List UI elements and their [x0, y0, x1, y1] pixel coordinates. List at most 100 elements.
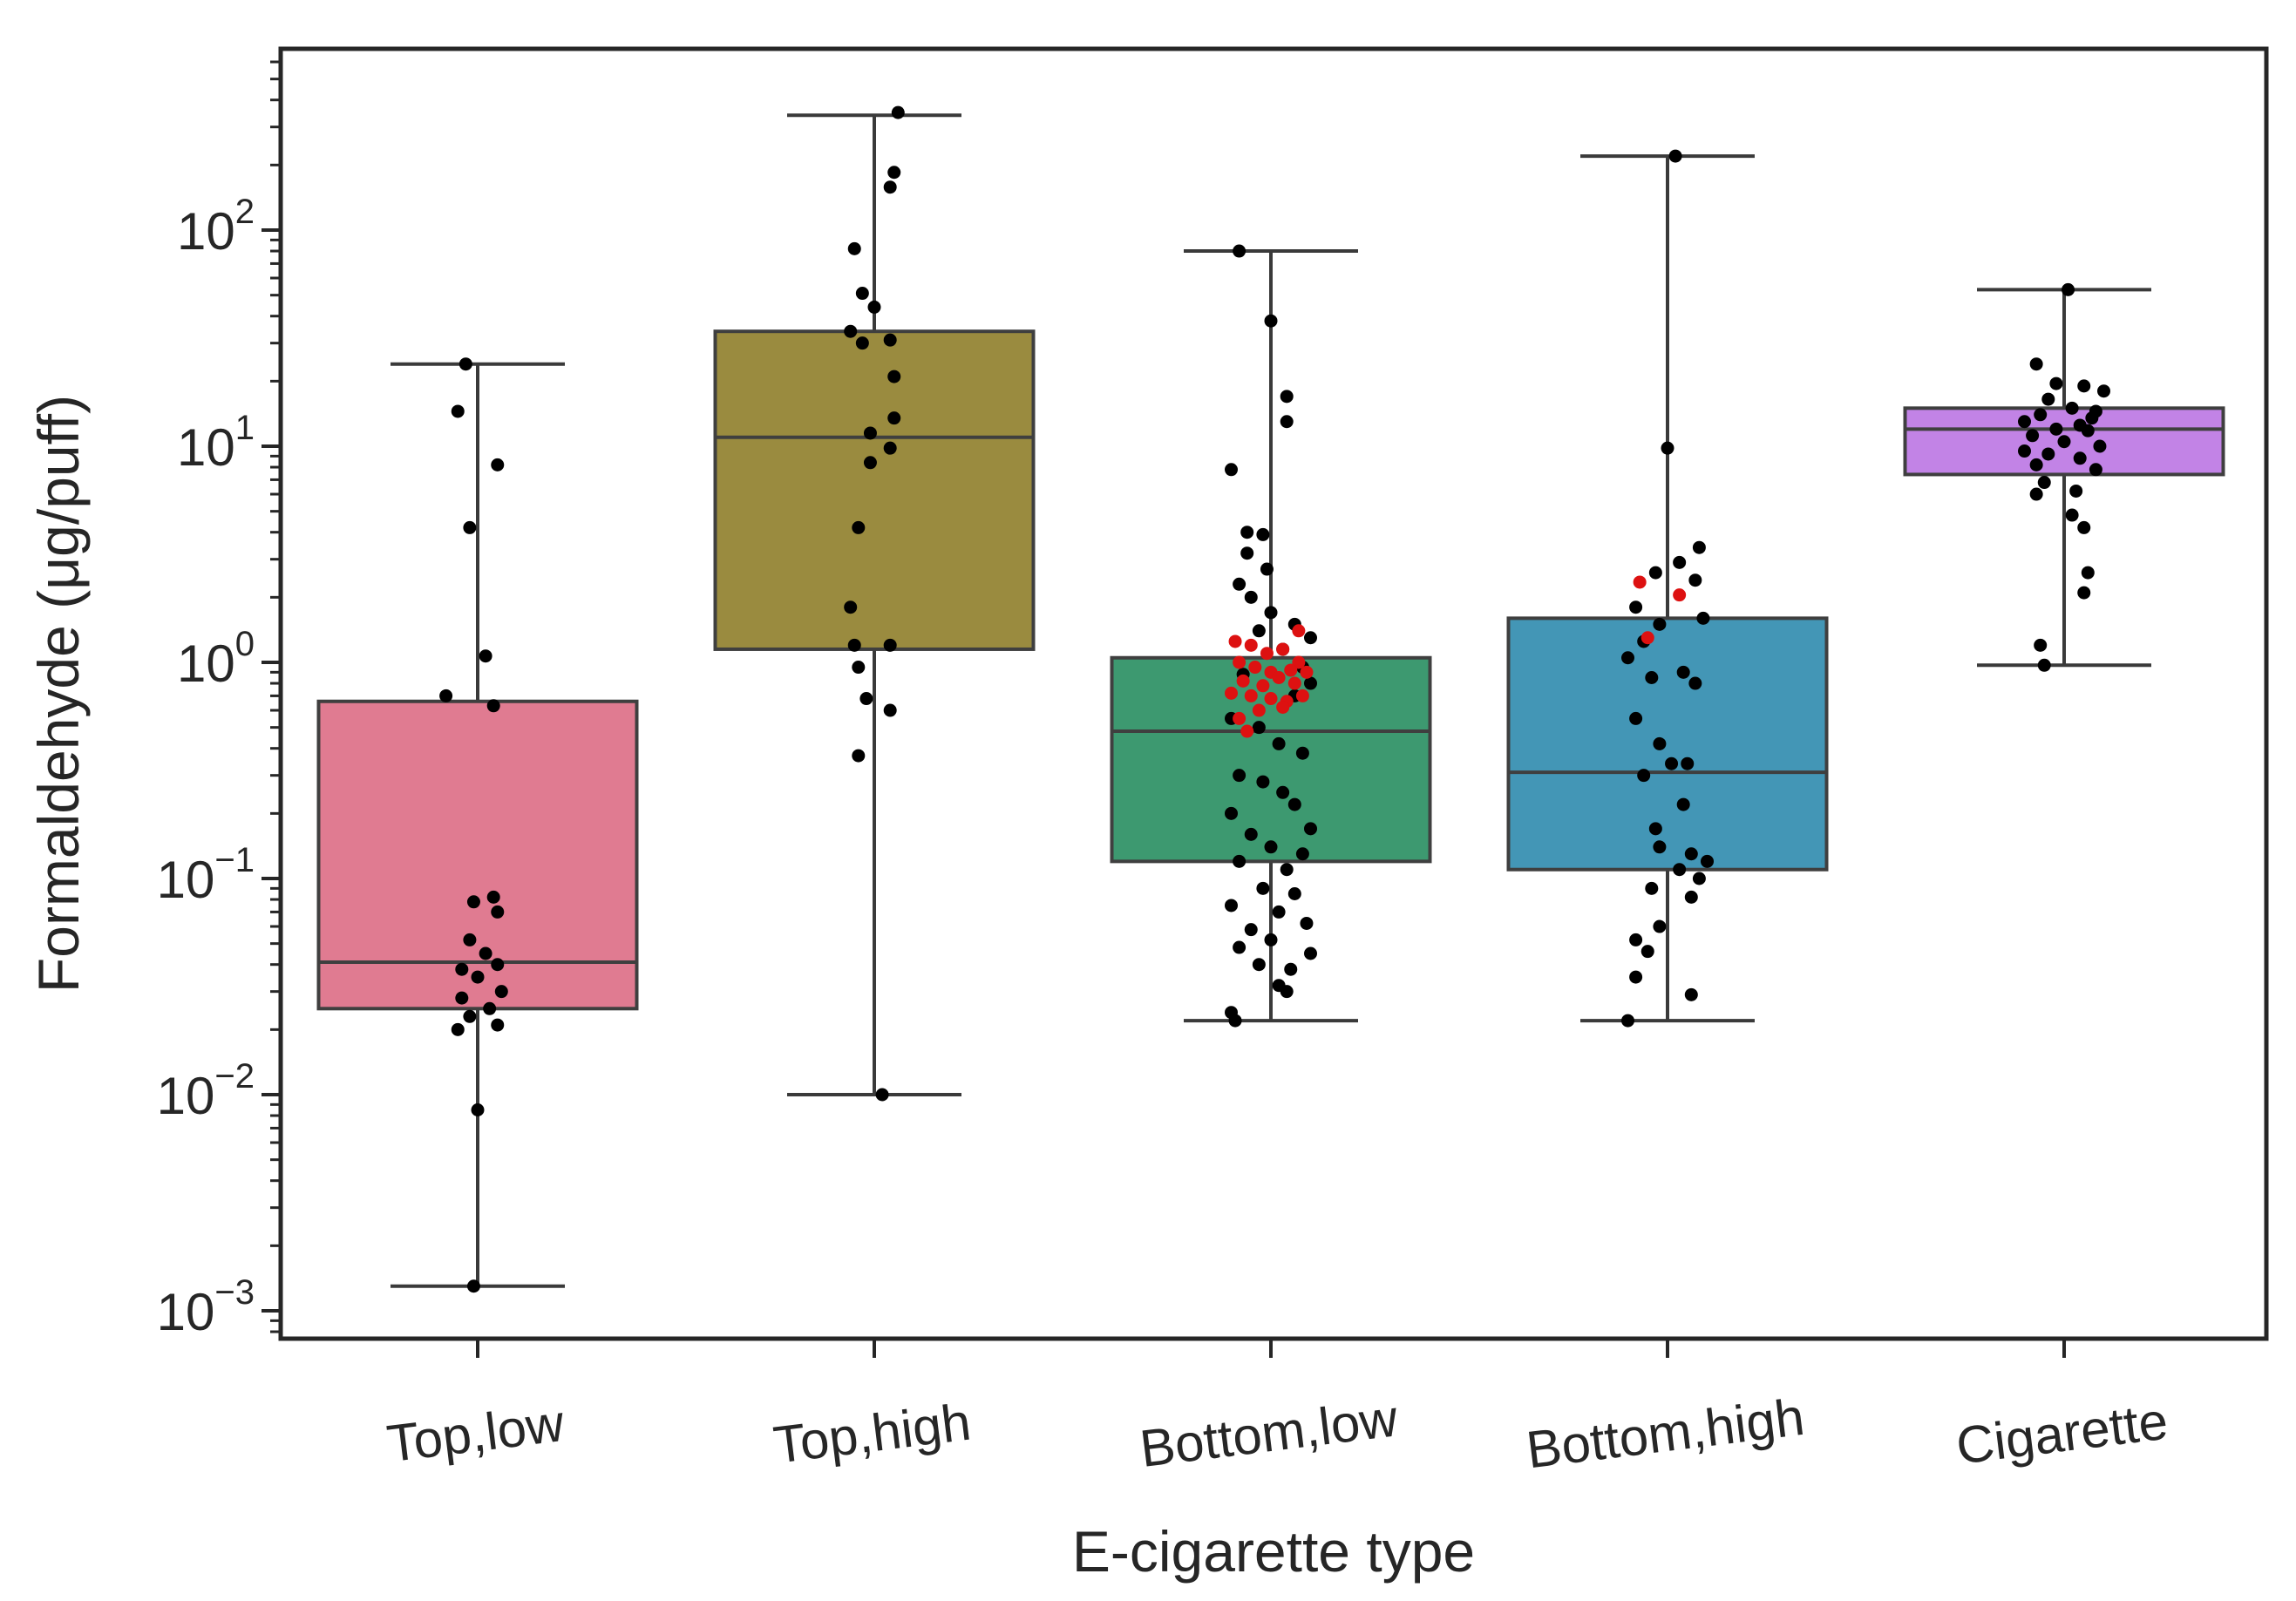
data-point	[1264, 314, 1278, 328]
highlight-point	[1640, 631, 1654, 645]
data-point	[859, 692, 873, 706]
data-point	[2065, 508, 2079, 522]
data-point	[2029, 487, 2043, 501]
highlight-point	[1292, 624, 1306, 638]
data-point	[455, 991, 469, 1005]
data-point	[1640, 945, 1654, 959]
data-point	[486, 699, 500, 713]
data-point	[1233, 769, 1246, 783]
y-tick-exponent: −1	[214, 841, 255, 879]
data-point	[1673, 863, 1687, 877]
data-point	[1304, 631, 1317, 645]
highlight-point	[1276, 700, 1290, 714]
data-point	[1260, 562, 1274, 576]
highlight-point	[1256, 679, 1270, 693]
highlight-point	[1236, 674, 1250, 688]
iqr-box	[316, 699, 639, 1011]
data-point	[491, 958, 505, 972]
data-point	[1244, 827, 1258, 841]
y-tick-label: 10−1	[157, 841, 255, 909]
data-point	[1629, 970, 1643, 984]
data-point	[459, 357, 472, 371]
data-point	[2034, 408, 2048, 422]
data-point	[2026, 429, 2040, 443]
data-point	[479, 946, 492, 960]
data-point	[1684, 847, 1698, 861]
data-point	[1272, 905, 1286, 919]
data-point	[471, 1103, 485, 1117]
highlight-point	[1228, 634, 1242, 648]
highlight-point	[1233, 655, 1246, 669]
data-point	[2018, 415, 2031, 429]
y-tick-exponent: 0	[235, 625, 255, 663]
box-1	[316, 362, 639, 1288]
y-tick-base: 10	[177, 202, 235, 261]
data-point	[847, 241, 861, 255]
box-3	[1110, 249, 1432, 1023]
data-point	[1688, 573, 1702, 587]
highlight-point	[1284, 663, 1298, 677]
highlight-point	[1244, 638, 1258, 652]
highlight-point	[1252, 703, 1266, 717]
data-point	[883, 638, 897, 652]
data-point	[1637, 769, 1651, 783]
box-2	[713, 113, 1036, 1096]
data-point	[1304, 676, 1317, 690]
data-point	[1225, 806, 1238, 820]
data-point	[2089, 463, 2102, 477]
y-tick-exponent: 1	[235, 409, 255, 447]
data-point	[1256, 775, 1270, 789]
data-point	[1244, 923, 1258, 937]
data-point	[1661, 441, 1674, 455]
boxes-layer	[316, 113, 2225, 1288]
data-point	[1621, 1014, 1634, 1028]
data-point	[491, 1018, 505, 1032]
data-point	[1645, 671, 1659, 685]
data-point	[844, 600, 858, 614]
y-tick-base: 10	[157, 1283, 215, 1341]
y-tick-label: 10−3	[157, 1273, 255, 1341]
data-point	[1240, 526, 1254, 539]
data-point	[1264, 840, 1278, 854]
data-point	[1629, 711, 1643, 725]
data-point	[1280, 415, 1294, 429]
y-tick-label: 102	[177, 193, 255, 261]
data-point	[1676, 665, 1690, 679]
data-point	[1225, 463, 1238, 477]
data-point	[466, 1279, 480, 1293]
data-point	[1300, 916, 1314, 930]
data-point	[1629, 600, 1643, 614]
highlight-point	[1272, 671, 1286, 685]
data-point	[855, 336, 869, 350]
data-point	[847, 638, 861, 652]
data-point	[486, 890, 500, 904]
data-point	[1264, 606, 1278, 620]
data-point	[855, 287, 869, 301]
y-tick-label: 100	[177, 625, 255, 693]
x-tick-label: Bottom,low	[1137, 1388, 1401, 1478]
y-tick-exponent: −2	[214, 1057, 255, 1096]
data-point	[2073, 451, 2087, 465]
data-point	[1692, 872, 1706, 885]
data-point	[1653, 736, 1667, 750]
data-point	[1681, 756, 1695, 770]
data-point	[1684, 987, 1698, 1001]
data-point	[1233, 854, 1246, 868]
data-point	[1240, 546, 1254, 560]
data-point	[451, 404, 465, 418]
iqr-box	[1110, 655, 1432, 864]
data-point	[1295, 746, 1309, 760]
data-point	[2077, 586, 2091, 600]
data-point	[2041, 447, 2055, 461]
data-point	[883, 703, 897, 717]
points-layer	[439, 105, 2110, 1293]
x-tick-label: Top,low	[384, 1394, 567, 1473]
data-point	[1233, 244, 1246, 258]
y-tick-exponent: 2	[235, 193, 255, 231]
data-point	[1280, 863, 1294, 877]
data-point	[1676, 797, 1690, 811]
data-point	[852, 749, 866, 763]
data-point	[1673, 555, 1687, 569]
highlight-point	[1633, 575, 1647, 589]
